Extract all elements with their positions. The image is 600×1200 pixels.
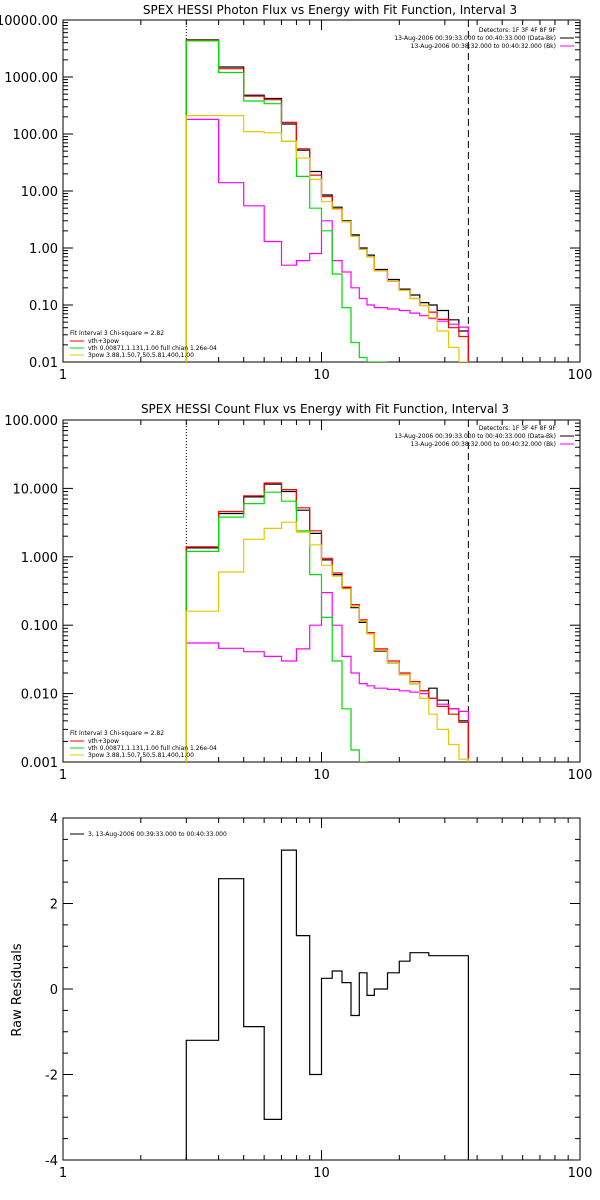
x-tick-label: 10 [313,368,330,383]
y-tick-label: 1.000 [21,551,58,566]
x-tick-label: 1 [59,768,67,783]
series-line-3pow [185,115,469,362]
legend-bottom-left: Fit Interval 3 Chi-square = 2.82 vth+3po… [70,330,217,359]
legend-entry: 13-Aug-2006 00:39:33.000 to 00:40:33.000… [394,35,556,42]
photon-flux-panel: SPEX HESSI Photon Flux vs Energy with Fi… [0,3,592,383]
y-tick-label: 10000.00 [0,14,58,29]
y-tick-label: 2 [50,898,58,913]
legend-top-right: Detectors: 1F 3F 4F 8F 9F 13-Aug-2006 00… [394,425,574,448]
series-line-vth-3pow [185,482,469,762]
series-line-data-bk [185,39,469,362]
y-tick-label: -4 [45,1154,58,1169]
chart-title: SPEX HESSI Photon Flux vs Energy with Fi… [143,3,517,17]
y-tick-label: 100.000 [4,414,58,429]
series-line-residuals [185,849,469,1160]
series-line-3pow [185,521,469,762]
series-line-bk [185,592,469,762]
y-tick-label: 4 [50,812,58,827]
y-tick-label: 0.001 [21,756,58,771]
legend-header: Fit Interval 3 Chi-square = 2.82 [70,730,164,737]
series-line-data-bk [185,483,469,762]
series-line-vth [185,491,367,762]
x-tick-label: 100 [568,1166,593,1181]
y-tick-label: 0.01 [29,356,58,371]
legend-top-right: Detectors: 1F 3F 4F 8F 9F 13-Aug-2006 00… [394,27,574,50]
y-tick-label: 0 [50,983,58,998]
legend-entry: vth+3pow [88,338,119,345]
y-tick-label: 10.000 [13,482,59,497]
x-tick-label: 10 [313,1166,330,1181]
y-tick-label: -2 [45,1069,58,1084]
legend-header: Detectors: 1F 3F 4F 8F 9F [479,27,557,34]
y-tick-label: 100.00 [13,128,59,143]
legend-entry: 3pow 3.88,1.50,7.50,5.81,400,1.00 [88,752,194,759]
residuals-panel: 1 10 100 -4 -2 0 2 4 Raw Residuals 3, 13-Aug-20… [10,812,592,1181]
legend-bottom-left: Fit Interval 3 Chi-square = 2.82 vth+3po… [70,730,217,759]
legend-entry: 3pow 3.88,1.50,7.50,5.81,400,1.00 [88,352,194,359]
legend-header: Detectors: 1F 3F 4F 8F 9F [479,425,557,432]
y-tick-label: 1000.00 [4,71,58,86]
x-tick-label: 1 [59,1166,67,1181]
legend-entry: 3, 13-Aug-2006 00:39:33.000 to 00:40:33.… [88,831,227,838]
legend-entry: 13-Aug-2006 00:38:32.000 to 00:40:32.000… [411,441,556,448]
series-line-bk [185,118,469,362]
legend-header: Fit Interval 3 Chi-square = 2.82 [70,330,164,337]
x-tick-label: 10 [313,768,330,783]
legend-entry: vth 0.00871,1.131,1.00 full chian 1.26e-… [88,345,217,352]
legend-entry: vth+3pow [88,738,119,745]
y-tick-label: 0.010 [21,688,58,703]
series-line-vth [185,40,388,362]
x-tick-label: 100 [568,768,593,783]
count-flux-panel: SPEX HESSI Count Flux vs Energy with Fit… [4,402,592,783]
y-axis-label: Raw Residuals [10,943,25,1036]
y-tick-label: 0.100 [21,619,58,634]
x-tick-label: 100 [568,368,593,383]
chart-title: SPEX HESSI Count Flux vs Energy with Fit… [141,402,509,416]
legend-entry: 13-Aug-2006 00:38:32.000 to 00:40:32.000… [411,43,556,50]
y-tick-label: 1.00 [29,242,58,257]
y-tick-label: 10.00 [21,185,58,200]
legend-entry: vth 0.00871,1.131,1.00 full chian 1.26e-… [88,745,217,752]
legend: 3, 13-Aug-2006 00:39:33.000 to 00:40:33.… [70,831,227,838]
legend-entry: 13-Aug-2006 00:39:33.000 to 00:40:33.000… [394,433,556,440]
y-tick-label: 0.10 [29,299,58,314]
x-tick-label: 1 [59,368,67,383]
